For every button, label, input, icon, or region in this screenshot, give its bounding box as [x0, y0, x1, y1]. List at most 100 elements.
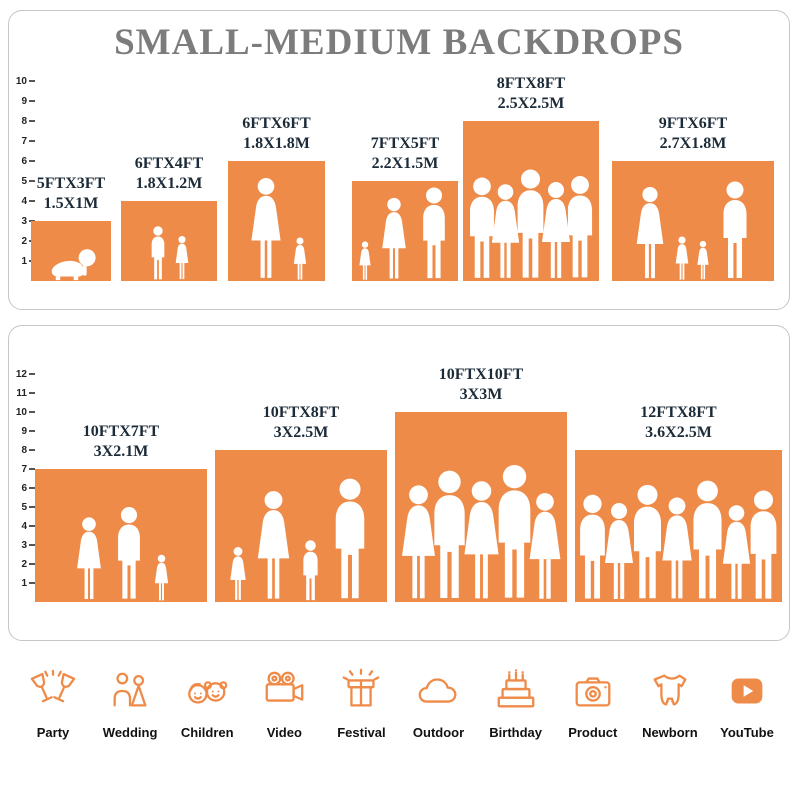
- category-label: Wedding: [102, 725, 158, 740]
- man-silhouette: [325, 478, 375, 602]
- ruler-tick: 7: [14, 134, 35, 148]
- ruler-tick: 11: [14, 386, 35, 400]
- category-label: Product: [568, 725, 618, 740]
- ruler-tick: 8: [14, 114, 35, 128]
- panel-small-backdrops: SMALL-MEDIUM BACKDROPS 1 2 3 4 5 6 7 8 9 10 5FTX3…: [8, 10, 790, 310]
- ruler-tick: 9: [14, 94, 35, 108]
- girl-silhouette: [357, 241, 373, 281]
- people-silhouettes: [215, 450, 387, 602]
- backdrop-size-ft: 10FTX8FT: [262, 404, 340, 421]
- ruler-bottom: 1 2 3 4 5 6 7 8 9 10 11 12: [14, 362, 42, 602]
- backdrop-10x8: 10FTX8FT 3X2.5M: [215, 404, 387, 602]
- backdrop-size-m: 1.5X1M: [43, 195, 99, 212]
- category-birthday: Birthday: [481, 668, 551, 740]
- category-label: YouTube: [720, 725, 774, 740]
- backdrop-size-m: 3.6X2.5M: [645, 424, 712, 441]
- category-label: Video: [266, 725, 302, 740]
- category-outdoor: Outdoor: [404, 668, 474, 740]
- page-title: SMALL-MEDIUM BACKDROPS: [114, 22, 684, 63]
- people-silhouettes: [395, 412, 567, 602]
- ruler-tick: 6: [14, 481, 35, 495]
- product-icon: [575, 677, 611, 707]
- backdrop-size-m: 3X2.5M: [273, 424, 329, 441]
- ruler-tick: 3: [14, 538, 35, 552]
- backdrop-size-m: 2.2X1.5M: [371, 155, 439, 172]
- baby-silhouette: [44, 247, 98, 281]
- backdrop-rect: [228, 161, 325, 281]
- girl-silhouette: [673, 236, 691, 281]
- ruler-tick: 4: [14, 519, 35, 533]
- backdrop-label: 12FTX8FT 3.6X2.5M: [640, 403, 716, 443]
- category-youtube: YouTube: [712, 668, 782, 740]
- backdrop-size-ft: 9FTX6FT: [658, 115, 728, 132]
- category-wedding: Wedding: [95, 668, 165, 740]
- backdrop-rect: [395, 412, 567, 602]
- backdrop-size-m: 3X2.1M: [93, 443, 149, 460]
- backdrop-label: 6FTX4FT 1.8X1.2M: [135, 154, 203, 194]
- girl-silhouette: [173, 235, 191, 281]
- ruler-tick: 10: [14, 74, 35, 88]
- people-silhouettes: [612, 161, 774, 281]
- backdrop-5x3: 5FTX3FT 1.5X1M: [31, 175, 111, 281]
- backdrop-rect: [121, 201, 217, 281]
- youtube-icon: [731, 678, 763, 704]
- ruler-tick: 4: [14, 194, 35, 208]
- newborn-icon: [653, 674, 687, 706]
- category-label: Birthday: [489, 725, 543, 740]
- backdrop-size-m: 1.8X1.8M: [243, 135, 310, 152]
- girl-silhouette: [695, 240, 711, 281]
- people-silhouettes: [352, 181, 458, 281]
- birthday-icon: [497, 669, 535, 708]
- category-children: Children: [172, 668, 242, 740]
- girl-silhouette: [152, 554, 171, 602]
- category-label: Festival: [337, 725, 386, 740]
- woman-silhouette: [377, 197, 411, 281]
- backdrop-label: 9FTX6FT 2.7X1.8M: [659, 114, 727, 154]
- ruler-tick: 8: [14, 443, 35, 457]
- man-silhouette: [559, 175, 599, 281]
- man-silhouette: [415, 187, 453, 281]
- people-silhouettes: [228, 161, 325, 281]
- people-silhouettes: [121, 201, 217, 281]
- category-video: Video: [249, 668, 319, 740]
- backdrop-6x6: 6FTX6FT 1.8X1.8M: [228, 115, 325, 281]
- backdrop-rect: [463, 121, 599, 281]
- girl-silhouette: [227, 546, 249, 602]
- backdrop-size-ft: 7FTX5FT: [370, 135, 440, 152]
- children-icon: [188, 681, 228, 704]
- category-label: Newborn: [642, 725, 698, 740]
- backdrop-size-ft: 8FTX8FT: [496, 75, 566, 92]
- video-icon: [265, 671, 304, 702]
- backdrop-size-ft: 6FTX4FT: [134, 155, 204, 172]
- category-label: Party: [36, 725, 70, 740]
- ruler-tick: 2: [14, 557, 35, 571]
- outdoor-icon: [418, 678, 456, 703]
- woman-silhouette: [523, 492, 567, 602]
- backdrop-6x4: 6FTX4FT 1.8X1.2M: [121, 155, 217, 281]
- backdrop-rect: [31, 221, 111, 281]
- backdrop-10x7: 10FTX7FT 3X2.1M: [35, 423, 207, 602]
- ruler-tick: 9: [14, 424, 35, 438]
- category-festival: Festival: [326, 668, 396, 740]
- category-product: Product: [558, 668, 628, 740]
- people-silhouettes: [31, 221, 111, 281]
- backdrop-rect: [352, 181, 458, 281]
- people-silhouettes: [575, 450, 782, 602]
- backdrop-rect: [35, 469, 207, 602]
- people-silhouettes: [35, 469, 207, 602]
- backdrop-label: 5FTX3FT 1.5X1M: [37, 174, 105, 214]
- backdrop-size-ft: 10FTX10FT: [438, 366, 524, 383]
- backdrop-size-ft: 12FTX8FT: [640, 404, 717, 421]
- woman-silhouette: [245, 177, 287, 281]
- category-party: Party: [18, 668, 88, 740]
- backdrop-size-m: 2.7X1.8M: [659, 135, 727, 152]
- woman-silhouette: [251, 490, 296, 602]
- backdrop-size-m: 3X3M: [459, 386, 503, 403]
- man-silhouette: [715, 181, 755, 281]
- backdrop-7x5: 7FTX5FT 2.2X1.5M: [352, 135, 458, 281]
- backdrop-rect: [215, 450, 387, 602]
- people-silhouettes: [463, 121, 599, 281]
- woman-silhouette: [631, 186, 669, 281]
- backdrop-label: 7FTX5FT 2.2X1.5M: [371, 134, 439, 174]
- boy-silhouette: [147, 226, 169, 281]
